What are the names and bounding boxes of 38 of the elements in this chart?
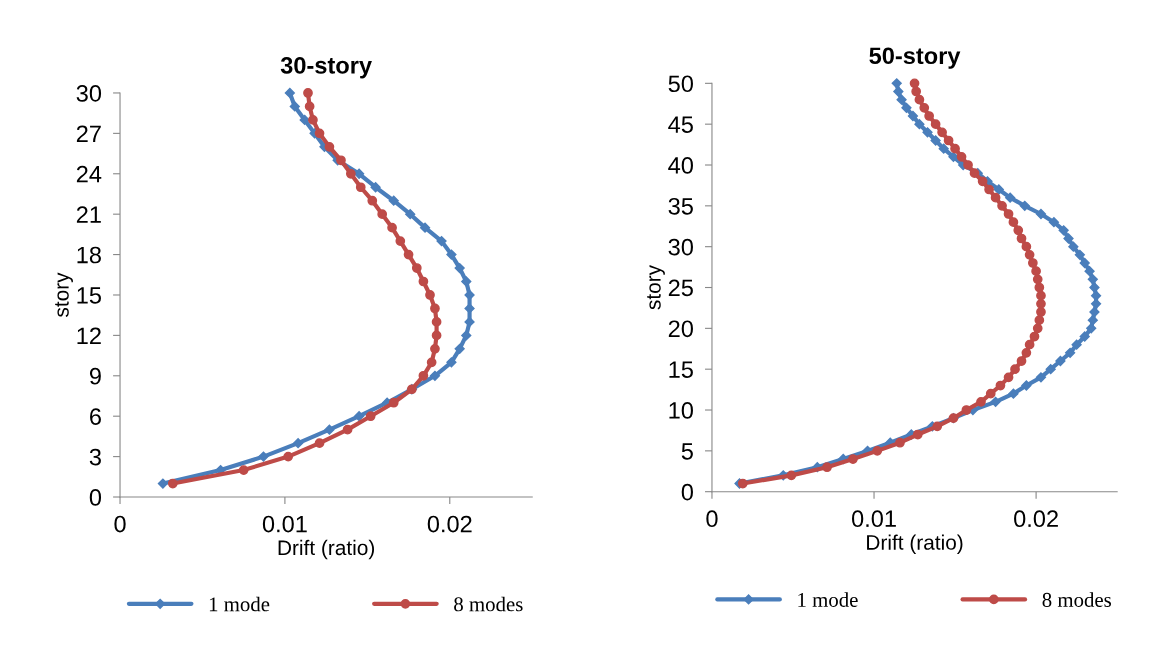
x-axis-title: Drift (ratio) (278, 539, 375, 560)
y-tick-label: 9 (89, 367, 101, 385)
y-tick-label: 30 (76, 85, 102, 102)
y-tick-label: 0 (681, 483, 693, 501)
chart-title: 30-story (280, 57, 372, 79)
y-tick-label: 12 (77, 327, 101, 344)
x-tick-label: 0 (706, 510, 718, 528)
legend-label: 8 modes (454, 596, 523, 612)
y-tick-label: 3 (89, 448, 101, 466)
y-tick-label: 6 (90, 408, 101, 425)
x-tick-label: 0.02 (427, 515, 472, 533)
x-axis-title: Drift (ratio) (867, 534, 963, 554)
y-tick-label: 35 (668, 197, 693, 215)
y-tick-label: 30 (668, 238, 693, 256)
y-tick-label: 24 (76, 165, 102, 183)
y-tick-label: 20 (668, 320, 693, 338)
y-tick-label: 15 (669, 361, 693, 378)
y-tick-label: 27 (76, 125, 101, 142)
y-tick-label: 10 (669, 402, 693, 419)
y-tick-label: 45 (668, 116, 693, 133)
y-axis-title: story (55, 272, 73, 317)
legend-label: 1 mode (209, 596, 270, 612)
chart-title: 50-story (869, 47, 961, 69)
y-tick-label: 50 (668, 75, 693, 93)
y-tick-label: 40 (668, 157, 693, 174)
y-tick-label: 0 (89, 489, 102, 506)
x-tick-label: 0.01 (262, 515, 307, 533)
x-tick-label: 0.02 (1014, 510, 1058, 528)
y-axis-title: story (647, 264, 665, 310)
x-tick-label: 0.01 (851, 510, 896, 528)
y-tick-label: 21 (76, 206, 101, 223)
y-tick-label: 5 (681, 443, 693, 460)
y-tick-label: 25 (668, 279, 693, 297)
y-tick-label: 18 (77, 246, 101, 264)
y-tick-label: 15 (77, 287, 101, 304)
legend-label: 1 mode (798, 592, 858, 607)
legend-label: 8 modes (1042, 592, 1112, 607)
x-tick-label: 0 (114, 515, 126, 533)
